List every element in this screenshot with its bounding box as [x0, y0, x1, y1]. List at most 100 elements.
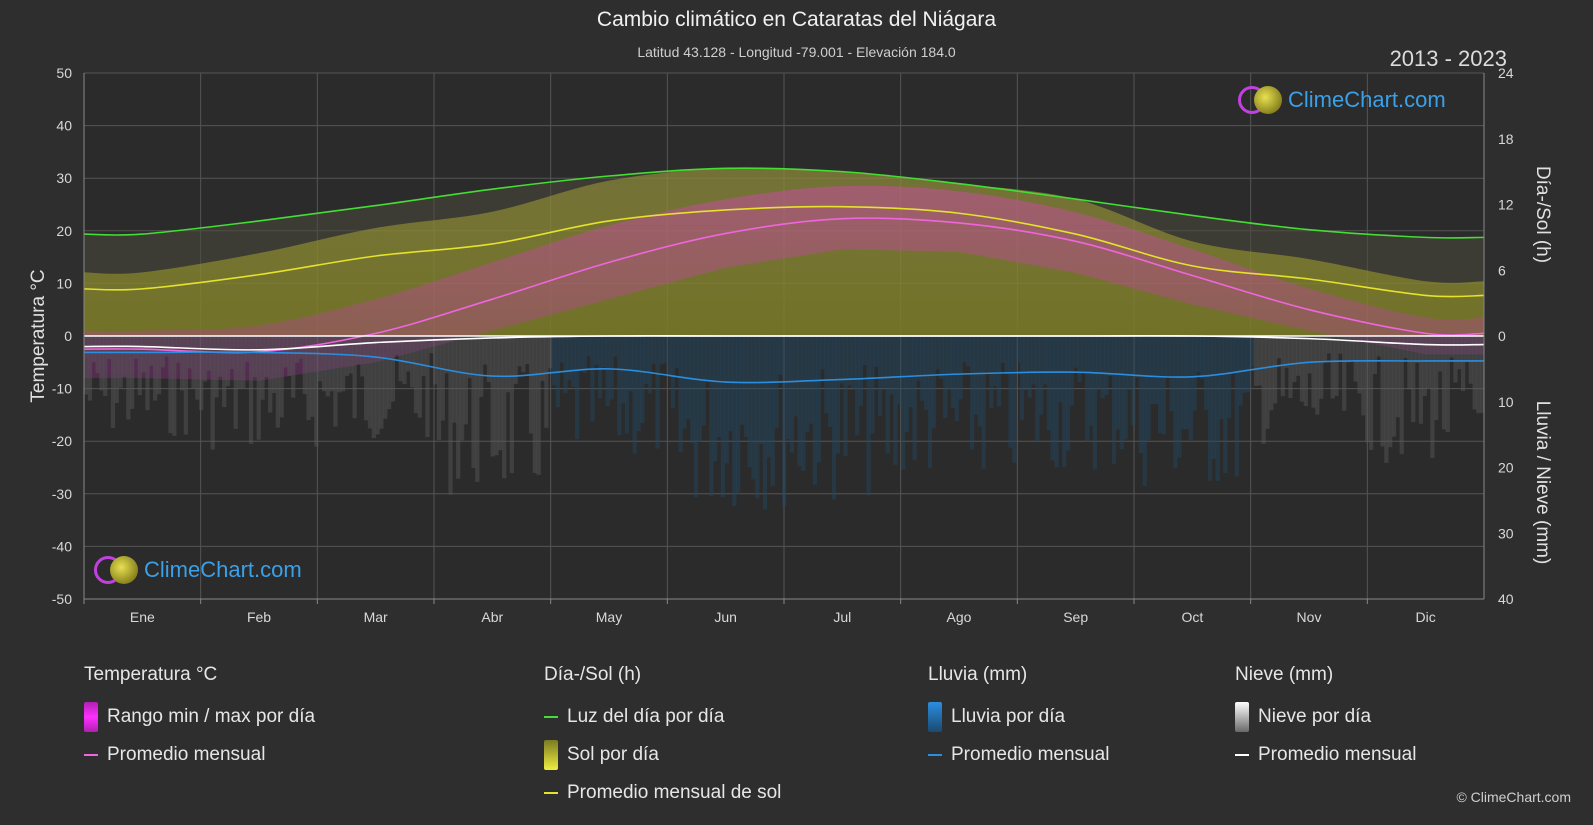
- precipitation-bar: [1411, 336, 1416, 423]
- precipitation-bar: [993, 336, 998, 387]
- precipitation-bar: [1460, 336, 1466, 392]
- precipitation-bar: [724, 336, 729, 464]
- precipitation-bar: [916, 336, 921, 381]
- precipitation-bar: [950, 336, 956, 408]
- precipitation-bar: [459, 336, 465, 441]
- precipitation-bar: [705, 336, 710, 382]
- precipitation-bar: [429, 336, 434, 354]
- precipitation-bar: [1150, 336, 1155, 404]
- precipitation-bar: [95, 336, 100, 374]
- precipitation-bar: [1280, 336, 1285, 397]
- precipitation-bar: [900, 336, 906, 470]
- precipitation-bar: [682, 336, 687, 429]
- precipitation-bar: [1108, 336, 1113, 377]
- legend-item: Promedio mensual: [1235, 736, 1416, 774]
- precipitation-bar: [548, 336, 553, 369]
- precipitation-bar: [1330, 336, 1335, 399]
- precipitation-bar: [1035, 336, 1040, 443]
- precipitation-bar: [394, 336, 399, 355]
- logo-sun-icon: [1254, 86, 1282, 114]
- precipitation-bar: [732, 336, 737, 507]
- precipitation-bar: [793, 336, 798, 417]
- precipitation-bar: [1391, 336, 1397, 437]
- precipitation-bar: [1119, 336, 1124, 450]
- precipitation-bar: [521, 336, 526, 373]
- precipitation-bar: [536, 336, 541, 475]
- daylight-line: [83, 167, 1485, 239]
- precipitation-bar: [862, 336, 867, 366]
- precipitation-bar: [1081, 336, 1086, 374]
- precipitation-bar: [1127, 336, 1132, 390]
- precipitation-bar: [1134, 336, 1140, 378]
- logo-top[interactable]: ClimeChart.com: [1238, 86, 1446, 114]
- data-areas: [84, 167, 1485, 510]
- precipitation-bar: [202, 336, 208, 382]
- precipitation-bar: [502, 336, 507, 479]
- precipitation-bar: [1154, 336, 1159, 405]
- logo-text: ClimeChart.com: [144, 557, 302, 582]
- precipitation-bar: [1445, 336, 1450, 433]
- precipitation-bar: [1334, 336, 1339, 396]
- precipitation-bar: [1016, 336, 1021, 363]
- precipitation-bar: [337, 336, 342, 393]
- precipitation-bar: [1004, 336, 1009, 375]
- legend-item: Luz del día por día: [544, 698, 781, 736]
- precipitation-bar: [1430, 336, 1435, 458]
- precipitation-bar: [1353, 336, 1358, 382]
- precipitation-bar: [1000, 336, 1005, 363]
- precipitation-bar: [943, 336, 948, 419]
- precipitation-bar: [467, 336, 472, 379]
- right-tick-label: 18: [1498, 131, 1514, 147]
- precipitation-bar: [1361, 336, 1366, 416]
- precipitation-bar: [632, 336, 637, 454]
- precipitation-bar: [885, 336, 890, 454]
- legend-header: Temperatura °C: [84, 664, 218, 685]
- left-tick-label: 0: [64, 328, 72, 344]
- legend-item: Promedio mensual: [928, 736, 1109, 774]
- precipitation-bar: [1338, 336, 1343, 354]
- precipitation-bar: [1349, 336, 1354, 362]
- legend-day-sun: Día-/Sol (h) Luz del día por día Sol por…: [544, 664, 781, 812]
- left-tick-label: 50: [56, 65, 72, 81]
- right-tick-label: 40: [1498, 591, 1514, 607]
- precipitation-bar: [739, 336, 745, 425]
- precipitation-bar: [103, 336, 108, 396]
- precipitation-bar: [440, 336, 445, 421]
- precipitation-bar: [233, 336, 238, 429]
- precipitation-bar: [958, 336, 963, 400]
- precipitation-bar: [137, 336, 142, 396]
- logo-bottom[interactable]: ClimeChart.com: [94, 556, 302, 584]
- right-tick-label: 0: [1498, 328, 1506, 344]
- precipitation-bar: [647, 336, 653, 394]
- precipitation-bar: [1273, 336, 1278, 404]
- precipitation-bar: [525, 336, 530, 365]
- precipitation-bar: [206, 336, 211, 371]
- precipitation-bar: [145, 336, 150, 411]
- precipitation-bar: [613, 336, 618, 357]
- precipitation-bar: [1062, 336, 1067, 468]
- precipitation-bar: [325, 336, 330, 397]
- precipitation-bar: [1403, 336, 1408, 359]
- left-axis-title: Temperatura °C: [28, 269, 49, 402]
- precipitation-bar: [256, 336, 261, 440]
- precipitation-bar: [436, 336, 442, 441]
- precipitation-bar: [858, 336, 864, 406]
- legend-label: Luz del día por día: [567, 706, 725, 727]
- legend-swatch: [84, 702, 98, 732]
- precipitation-bar: [1219, 336, 1224, 420]
- precipitation-bar: [1131, 336, 1136, 426]
- left-tick-label: 20: [56, 223, 72, 239]
- precipitation-bar: [118, 336, 123, 388]
- precipitation-bar: [176, 336, 181, 363]
- precipitation-bar: [1196, 336, 1201, 372]
- precipitation-bar: [344, 336, 350, 376]
- precipitation-bar: [1437, 336, 1443, 372]
- precipitation-bar: [1184, 336, 1190, 430]
- precipitation-bar: [433, 336, 438, 385]
- precipitation-bar: [770, 336, 775, 486]
- precipitation-bar: [164, 336, 169, 357]
- precipitation-bar: [1399, 336, 1404, 455]
- precipitation-bar: [1345, 336, 1351, 363]
- precipitation-bar: [1077, 336, 1082, 383]
- precipitation-bar: [406, 336, 411, 372]
